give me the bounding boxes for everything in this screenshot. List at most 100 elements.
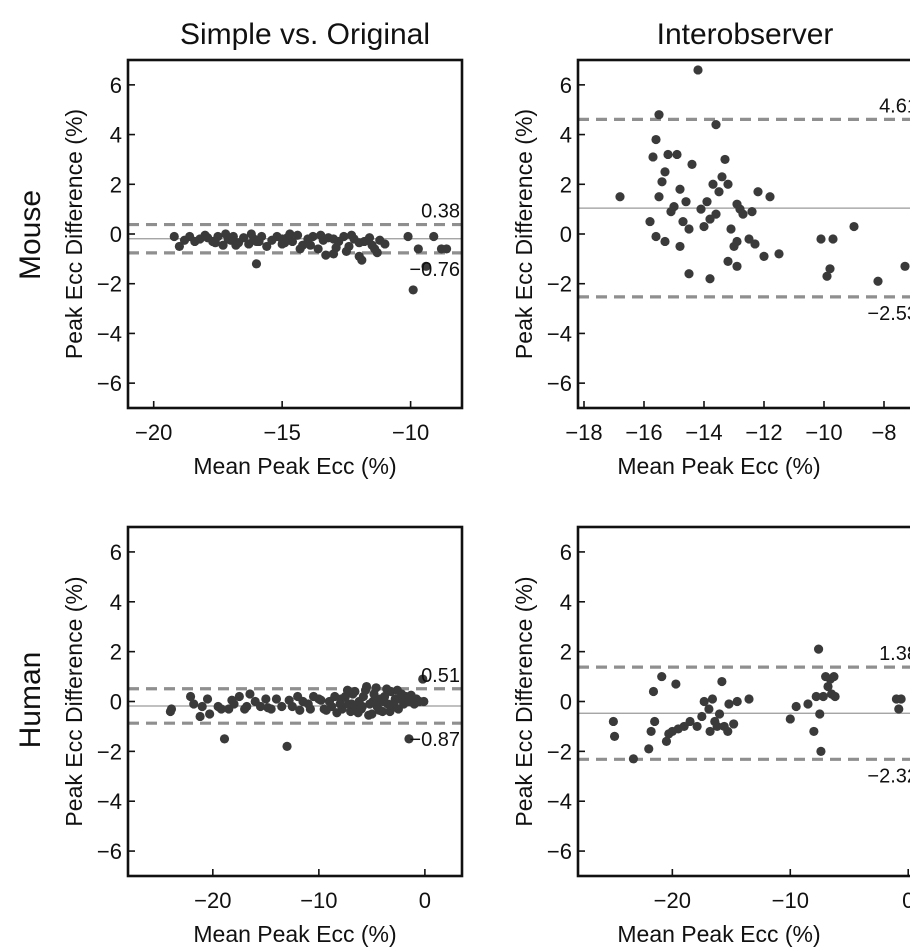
data-point xyxy=(354,238,364,248)
data-point xyxy=(189,699,199,709)
row-title-human: Human xyxy=(14,652,47,749)
data-point xyxy=(339,231,349,242)
x-tick-label: −20 xyxy=(654,888,691,913)
data-point xyxy=(646,726,656,737)
x-tick-label: −18 xyxy=(565,420,602,445)
y-tick-label: −2 xyxy=(547,739,572,764)
data-point xyxy=(753,187,763,197)
data-point xyxy=(441,244,452,254)
data-point xyxy=(251,259,262,269)
y-tick-label: −4 xyxy=(547,321,572,346)
y-tick-label: −2 xyxy=(97,739,122,764)
data-point xyxy=(316,695,326,705)
data-point xyxy=(239,233,249,243)
data-point xyxy=(672,149,682,160)
data-point xyxy=(705,726,715,737)
data-point xyxy=(823,681,833,692)
y-axis-label: Peak Ecc Difference (%) xyxy=(61,109,87,359)
data-point xyxy=(645,216,655,227)
data-point xyxy=(421,261,431,271)
y-tick-label: 6 xyxy=(110,73,122,98)
data-point xyxy=(271,694,282,704)
data-point xyxy=(720,154,730,165)
upper-limit-label: 0.51 xyxy=(421,665,460,687)
data-point xyxy=(708,179,718,189)
data-point xyxy=(261,694,271,704)
data-point xyxy=(374,705,384,715)
data-point xyxy=(660,236,670,247)
y-tick-label: −2 xyxy=(547,272,572,297)
data-point xyxy=(179,235,190,245)
data-point xyxy=(408,285,418,295)
data-point xyxy=(894,704,904,714)
data-point xyxy=(429,231,439,242)
x-tick-label: −20 xyxy=(135,420,172,445)
data-point xyxy=(380,239,390,249)
data-point xyxy=(675,241,685,252)
data-point xyxy=(197,701,207,712)
data-point xyxy=(336,694,346,704)
y-tick-label: 2 xyxy=(110,640,122,665)
data-point xyxy=(705,274,715,284)
data-point xyxy=(714,709,725,719)
data-point xyxy=(696,204,706,214)
y-tick-label: −6 xyxy=(547,839,572,864)
data-point xyxy=(732,696,742,707)
x-axis-label: Mean Peak Ecc (%) xyxy=(617,921,820,947)
data-point xyxy=(678,216,688,227)
y-tick-label: −6 xyxy=(547,371,572,396)
data-point xyxy=(809,726,819,737)
y-tick-label: 0 xyxy=(110,690,122,715)
data-point xyxy=(385,706,395,717)
data-point xyxy=(395,694,406,704)
lower-limit-label: −2.32 xyxy=(867,765,910,787)
data-point xyxy=(246,229,256,239)
scatter-panel-2: 4.61 −2.53 −6 −4 −2 0 2 4 6 −18 −16 −14 −12 −10 −8 Mean… xyxy=(511,58,910,479)
y-tick-label: 0 xyxy=(110,222,122,247)
x-tick-label: −12 xyxy=(745,420,782,445)
data-point xyxy=(262,241,272,252)
data-point xyxy=(723,726,733,737)
data-point xyxy=(200,230,210,240)
upper-limit-label: 1.38 xyxy=(879,643,910,665)
data-point xyxy=(747,207,757,217)
data-point xyxy=(654,110,664,120)
x-axis-label: Mean Peak Ecc (%) xyxy=(193,453,396,479)
data-point xyxy=(332,708,342,718)
data-point xyxy=(174,241,184,252)
x-tick-label: −14 xyxy=(685,420,722,445)
data-point xyxy=(717,676,727,687)
data-point xyxy=(702,197,712,207)
data-point xyxy=(367,240,377,250)
x-axis-label: Mean Peak Ecc (%) xyxy=(617,453,820,479)
data-point xyxy=(648,686,659,697)
y-tick-label: 4 xyxy=(110,590,122,615)
data-point xyxy=(900,261,910,271)
y-tick-label: 4 xyxy=(560,123,572,148)
data-point xyxy=(346,230,357,240)
data-point xyxy=(765,192,775,202)
data-point xyxy=(608,716,618,727)
y-tick-label: 6 xyxy=(560,73,572,98)
x-tick-label: 0 xyxy=(902,888,910,913)
data-point xyxy=(169,231,179,242)
data-point xyxy=(210,238,220,248)
data-point xyxy=(205,709,215,719)
data-point xyxy=(364,710,374,720)
data-point xyxy=(724,699,734,709)
data-point xyxy=(418,674,428,684)
data-point xyxy=(818,691,828,702)
data-point xyxy=(295,244,305,254)
data-point xyxy=(723,179,733,189)
y-tick-label: −4 xyxy=(97,321,122,346)
data-point xyxy=(825,264,835,274)
data-point xyxy=(166,704,177,714)
y-tick-label: −6 xyxy=(97,371,122,396)
x-tick-label: −10 xyxy=(805,420,842,445)
data-point xyxy=(305,240,316,250)
data-point xyxy=(660,167,670,177)
data-point xyxy=(342,685,353,695)
data-point xyxy=(328,234,339,244)
data-point xyxy=(774,249,784,259)
